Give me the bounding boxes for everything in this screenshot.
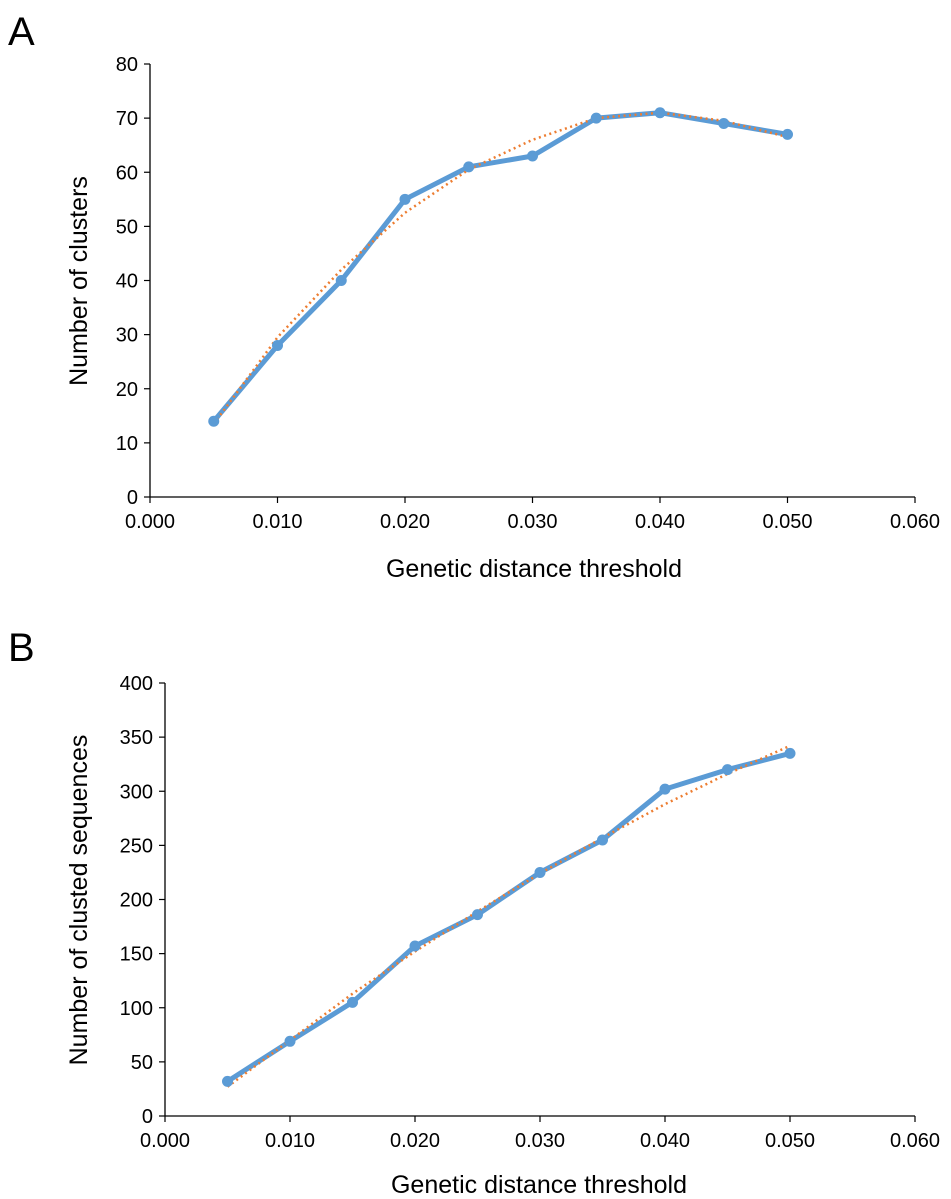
y-tick-label-b: 400 [120,673,153,695]
data-point-b [347,996,358,1008]
x-tick-label-b: 0.050 [765,1130,815,1152]
x-tick-label-a: 0.010 [252,511,302,533]
x-tick-label-b: 0.030 [515,1130,565,1152]
y-tick-label-a: 70 [116,108,138,130]
y-axis-title-a: Number of clusters [65,176,93,386]
y-tick-label-b: 300 [120,781,153,803]
y-tick-label-b: 150 [120,944,153,966]
data-point-b [222,1075,233,1087]
x-axis-title-a: Genetic distance threshold [386,555,682,583]
data-point-a [399,193,411,205]
x-axis-title-b: Genetic distance threshold [391,1171,687,1199]
data-point-a [718,118,730,130]
x-tick-label-b: 0.060 [890,1130,940,1152]
y-tick-label-a: 60 [116,162,138,184]
data-point-a [463,161,475,173]
trendline-b [226,744,791,1088]
data-point-a [782,128,793,140]
x-tick-label-a: 0.030 [507,511,557,533]
data-point-a [654,107,666,119]
data-point-a [527,150,538,162]
data-point-b [784,747,796,759]
x-tick-label-b: 0.010 [265,1130,315,1152]
series-line-a [211,110,790,424]
y-tick-label-a: 20 [116,379,138,401]
x-tick-label-a: 0.000 [125,511,175,533]
x-tick-label-b: 0.000 [140,1130,190,1152]
y-tick-label-a: 80 [116,54,138,76]
series-line-b [225,750,793,1084]
data-point-b [409,940,421,952]
x-tick-label-b: 0.040 [640,1130,690,1152]
chart-panel-b: B Number of clusted sequences Genetic di… [8,626,940,1199]
x-tick-label-b: 0.020 [390,1130,440,1152]
x-tick-label-a: 0.060 [890,511,940,533]
panel-label-b: B [8,626,35,670]
data-point-a [335,275,347,286]
y-tick-label-b: 250 [120,835,153,857]
y-tick-label-a: 10 [116,433,138,455]
data-point-b [722,764,733,776]
y-tick-label-b: 0 [142,1106,153,1128]
data-point-b [534,866,546,878]
y-tick-label-b: 200 [120,890,153,912]
data-point-b [472,909,483,921]
panel-label-a: A [8,10,35,54]
chart-panel-a: A Number of clusters Genetic distance th… [8,10,940,583]
data-point-b [284,1035,296,1047]
x-tick-label-a: 0.020 [380,511,430,533]
y-tick-label-b: 50 [131,1052,153,1074]
y-axis-title-b: Number of clusted sequences [65,735,93,1066]
x-tick-label-a: 0.040 [635,511,685,533]
x-tick-label-a: 0.050 [762,511,812,533]
y-tick-label-a: 0 [127,487,138,509]
y-tick-label-b: 100 [120,998,153,1020]
y-tick-label-a: 40 [116,271,138,293]
data-point-a [272,339,283,351]
data-point-a [590,112,602,124]
data-point-a [208,415,220,427]
y-tick-label-a: 30 [116,325,138,347]
y-tick-label-a: 50 [116,216,138,238]
y-tick-label-b: 350 [120,727,153,749]
data-point-b [659,783,671,795]
data-point-b [597,834,608,846]
